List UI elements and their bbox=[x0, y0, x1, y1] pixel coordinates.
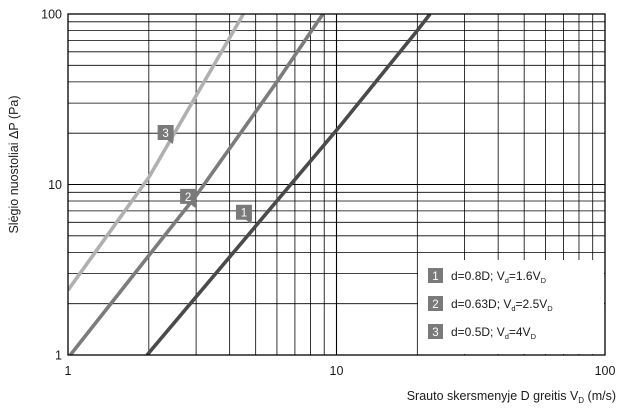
legend-swatch bbox=[428, 268, 443, 283]
y-tick-label: 100 bbox=[41, 8, 62, 22]
series-line-3 bbox=[68, 14, 245, 292]
legend-item-1: 1 d=0.8D; Vd=1.6VD bbox=[428, 268, 547, 285]
x-axis-label-unit: (m/s) bbox=[584, 389, 616, 403]
legend-swatch-label: 1 bbox=[432, 271, 438, 283]
series-marker-1: 1 bbox=[235, 204, 252, 224]
legend: 1 d=0.8D; Vd=1.6VD 2 d=0.63D; Vd=2.5VD 3 d=0.… bbox=[418, 260, 604, 354]
series-marker-label: 3 bbox=[162, 128, 168, 140]
tick-labels: 1 10 100 1 10 100 bbox=[41, 8, 615, 379]
legend-swatch bbox=[428, 324, 443, 339]
x-axis-label-subscript: D bbox=[578, 396, 584, 405]
legend-label: d=0.8D; Vd=1.6VD bbox=[451, 269, 547, 285]
series-marker-label: 2 bbox=[185, 192, 191, 204]
series-lines bbox=[68, 14, 432, 355]
x-axis-label: Srauto skersmenyje D greitis VD (m/s) bbox=[407, 389, 616, 405]
plot-frame bbox=[67, 13, 606, 356]
legend-label: d=0.5D; Vd=4VD bbox=[451, 325, 537, 341]
legend-item-3: 3 d=0.5D; Vd=4VD bbox=[428, 324, 537, 341]
legend-swatch-label: 2 bbox=[432, 299, 438, 311]
series-line-1 bbox=[145, 14, 432, 355]
legend-swatch-label: 3 bbox=[432, 327, 438, 339]
series-markers: 1 2 3 bbox=[157, 124, 252, 224]
series-marker-box bbox=[235, 204, 252, 224]
legend-swatch bbox=[428, 296, 443, 311]
x-axis-label-main: Srauto skersmenyje D greitis V bbox=[407, 389, 579, 403]
legend-label: d=0.63D; Vd=2.5VD bbox=[451, 297, 553, 313]
x-tick-label: 100 bbox=[595, 364, 616, 378]
legend-background bbox=[418, 260, 604, 354]
series-marker-2: 2 bbox=[180, 188, 197, 208]
y-tick-label: 1 bbox=[55, 349, 62, 363]
series-marker-3: 3 bbox=[157, 124, 174, 144]
series-marker-label: 1 bbox=[241, 208, 247, 220]
series-marker-box bbox=[180, 188, 197, 208]
series-line-2 bbox=[68, 14, 325, 355]
y-tick-label: 10 bbox=[48, 178, 62, 192]
series-marker-box bbox=[157, 124, 174, 144]
x-tick-label: 10 bbox=[330, 364, 344, 378]
y-axis-label: Slėgio nuostoliai ΔP (Pa) bbox=[7, 95, 21, 233]
legend-item-2: 2 d=0.63D; Vd=2.5VD bbox=[428, 296, 553, 313]
x-tick-label: 1 bbox=[65, 364, 72, 378]
